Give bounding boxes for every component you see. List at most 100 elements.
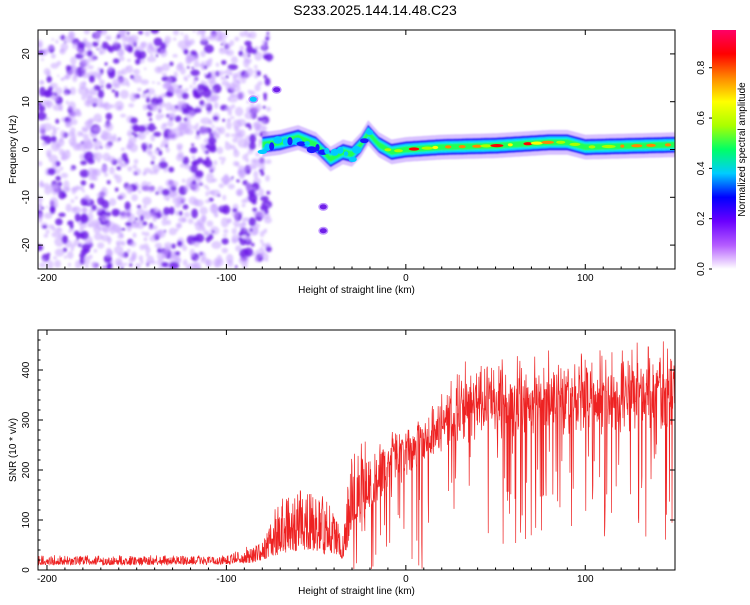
noise-blob bbox=[199, 206, 208, 215]
noise-blob bbox=[199, 252, 203, 255]
tone-hotspot bbox=[273, 136, 283, 144]
noise-blob bbox=[153, 37, 163, 47]
tone-hotspot bbox=[620, 144, 625, 148]
noise-blob bbox=[149, 118, 153, 121]
noise-blob bbox=[195, 257, 199, 261]
noise-blob bbox=[80, 248, 88, 256]
noise-blob bbox=[120, 266, 124, 269]
noise-blob bbox=[148, 42, 153, 48]
noise-blob bbox=[234, 132, 243, 139]
noise-blob bbox=[245, 182, 252, 192]
noise-blob bbox=[133, 158, 139, 165]
noise-blob bbox=[91, 204, 97, 211]
noise-blob bbox=[123, 44, 127, 49]
noise-blob bbox=[148, 226, 153, 230]
noise-blob bbox=[266, 31, 270, 35]
noise-blob bbox=[241, 217, 247, 223]
noise-blob bbox=[70, 199, 75, 204]
noise-blob bbox=[101, 165, 108, 174]
noise-blob bbox=[265, 159, 272, 165]
noise-blob bbox=[210, 226, 220, 236]
noise-blob bbox=[105, 35, 112, 41]
noise-blob bbox=[177, 62, 184, 69]
noise-blob bbox=[247, 164, 255, 171]
noise-blob bbox=[211, 241, 222, 249]
noise-blob bbox=[155, 113, 162, 121]
noise-blob bbox=[119, 30, 127, 35]
noise-blob bbox=[142, 196, 152, 206]
noise-blob bbox=[212, 178, 218, 182]
noise-blob bbox=[259, 168, 264, 173]
noise-blob bbox=[88, 254, 93, 260]
noise-blob bbox=[262, 105, 266, 109]
noise-blob bbox=[214, 132, 220, 140]
y-tick-label: 0 bbox=[21, 146, 32, 152]
tone-hotspot bbox=[348, 156, 357, 162]
noise-blob bbox=[92, 41, 99, 47]
noise-blob bbox=[240, 75, 247, 84]
noise-blob bbox=[79, 185, 85, 191]
noise-blob bbox=[73, 230, 80, 237]
noise-blob bbox=[175, 154, 185, 162]
noise-blob bbox=[218, 183, 224, 189]
noise-blob bbox=[109, 136, 116, 143]
noise-blob bbox=[106, 221, 116, 231]
noise-blob bbox=[223, 181, 228, 186]
noise-blob bbox=[211, 124, 215, 129]
noise-blob bbox=[115, 226, 122, 234]
noise-blob bbox=[82, 128, 89, 133]
noise-blob bbox=[260, 239, 264, 244]
noise-blob bbox=[203, 184, 208, 189]
tone-hotspot bbox=[458, 145, 466, 149]
noise-blob bbox=[51, 38, 54, 41]
noise-blob bbox=[178, 210, 183, 216]
noise-blob bbox=[218, 47, 227, 55]
noise-blob bbox=[213, 160, 218, 166]
noise-blob bbox=[150, 160, 155, 165]
tone-hotspot bbox=[507, 143, 513, 147]
tone-hotspot bbox=[432, 145, 439, 150]
noise-blob bbox=[111, 208, 120, 217]
noise-blob bbox=[165, 147, 170, 153]
noise-blob bbox=[131, 131, 135, 136]
noise-blob bbox=[79, 256, 86, 265]
noise-blob bbox=[209, 84, 213, 88]
tone-band-layer bbox=[262, 129, 675, 163]
noise-blob bbox=[102, 224, 109, 232]
noise-blob bbox=[194, 176, 200, 181]
noise-blob bbox=[118, 192, 127, 200]
noise-blob bbox=[65, 65, 72, 71]
noise-blob bbox=[43, 135, 52, 145]
noise-blob bbox=[56, 127, 60, 130]
noise-blob bbox=[43, 233, 49, 238]
noise-blob bbox=[226, 121, 232, 130]
noise-blob bbox=[200, 35, 207, 43]
noise-blob bbox=[233, 147, 238, 153]
noise-blob bbox=[205, 236, 211, 243]
noise-blob bbox=[126, 224, 132, 232]
noise-blob bbox=[127, 45, 134, 53]
noise-blob bbox=[166, 198, 170, 202]
noise-blob bbox=[166, 219, 172, 226]
x-tick-label: 100 bbox=[577, 574, 594, 585]
noise-blob bbox=[132, 221, 140, 229]
noise-blob bbox=[192, 80, 196, 86]
noise-blob bbox=[55, 118, 60, 124]
noise-blob bbox=[230, 56, 238, 64]
y-axis-label: Frequency (Hz) bbox=[8, 115, 19, 184]
noise-blob bbox=[112, 58, 120, 64]
noise-blob bbox=[81, 94, 87, 101]
noise-blob bbox=[244, 223, 247, 226]
noise-blob bbox=[259, 141, 263, 145]
noise-blob bbox=[41, 141, 48, 147]
noise-blob bbox=[59, 48, 64, 53]
noise-blob bbox=[160, 42, 167, 50]
noise-blob bbox=[253, 74, 259, 79]
noise-blob bbox=[89, 183, 95, 189]
tone-hotspot bbox=[664, 143, 672, 147]
noise-blob bbox=[47, 44, 55, 50]
noise-blob bbox=[231, 238, 238, 244]
noise-blob bbox=[152, 225, 158, 230]
noise-blob bbox=[139, 244, 145, 251]
noise-blob bbox=[221, 247, 229, 254]
